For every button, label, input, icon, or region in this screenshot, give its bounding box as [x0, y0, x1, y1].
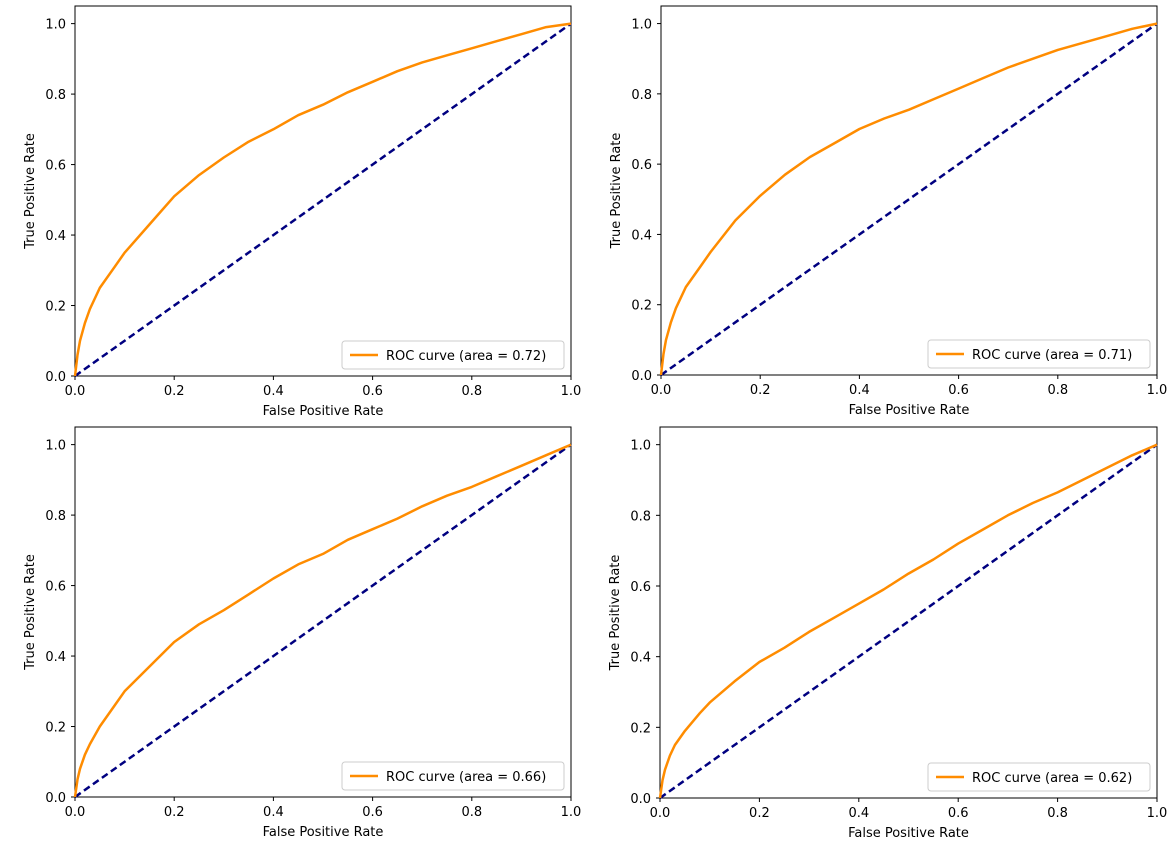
y-tick-label: 0.8 — [45, 509, 66, 524]
legend: ROC curve (area = 0.72) — [341, 340, 565, 370]
legend-box — [341, 340, 565, 370]
legend-box — [341, 761, 565, 791]
y-tick-label: 0.0 — [45, 791, 66, 806]
y-axis-label: True Positive Rate — [23, 133, 38, 250]
y-tick-label: 1.0 — [45, 439, 66, 454]
y-tick-label: 0.4 — [45, 229, 66, 244]
legend-label: ROC curve (area = 0.66) — [386, 770, 546, 785]
y-tick-label: 0.6 — [631, 158, 652, 173]
chance-line — [74, 22, 572, 378]
x-axis-label: False Positive Rate — [263, 404, 384, 419]
x-tick-label: 0.8 — [1047, 806, 1068, 821]
y-tick-label: 1.0 — [630, 439, 651, 454]
y-tick-label: 0.0 — [630, 792, 651, 807]
x-tick-label: 1.0 — [561, 384, 582, 399]
legend: ROC curve (area = 0.66) — [341, 761, 565, 791]
y-tick-label: 0.8 — [630, 509, 651, 524]
legend-box — [927, 339, 1151, 369]
x-tick-label: 0.8 — [461, 384, 482, 399]
y-tick-label: 0.2 — [45, 721, 66, 736]
legend: ROC curve (area = 0.71) — [927, 339, 1151, 369]
x-tick-label: 1.0 — [1147, 806, 1168, 821]
x-tick-label: 0.0 — [650, 806, 671, 821]
chance-line — [660, 22, 1158, 377]
x-tick-label: 0.0 — [65, 805, 86, 820]
x-tick-label: 0.2 — [750, 383, 771, 398]
legend-label: ROC curve (area = 0.62) — [972, 771, 1132, 786]
y-tick-label: 0.0 — [45, 370, 66, 385]
x-tick-label: 1.0 — [561, 805, 582, 820]
axes-frame — [74, 426, 572, 798]
roc-curve-line — [658, 443, 1158, 799]
legend-label: ROC curve (area = 0.71) — [972, 348, 1132, 363]
legend: ROC curve (area = 0.62) — [927, 762, 1151, 792]
y-tick-label: 0.0 — [631, 369, 652, 384]
roc-curve-line — [659, 22, 1158, 376]
x-tick-label: 0.8 — [461, 805, 482, 820]
x-tick-label: 0.6 — [948, 806, 969, 821]
y-tick-label: 0.2 — [45, 300, 66, 315]
y-tick-label: 0.4 — [45, 650, 66, 665]
legend-label: ROC curve (area = 0.72) — [386, 349, 546, 364]
x-tick-label: 0.2 — [749, 806, 770, 821]
chance-line — [74, 443, 572, 799]
y-tick-label: 0.2 — [631, 299, 652, 314]
y-tick-label: 0.8 — [631, 88, 652, 103]
y-tick-label: 0.4 — [631, 228, 652, 243]
roc-panel-3: 0.0 0.2 0.4 0.6 0.8 1.0 0.0 0.2 0.4 0.6 0.8 1.0 Fals… — [23, 426, 582, 840]
x-tick-label: 0.0 — [65, 384, 86, 399]
y-tick-label: 0.6 — [630, 580, 651, 595]
x-tick-label: 0.2 — [164, 384, 185, 399]
y-tick-label: 0.4 — [630, 651, 651, 666]
x-tick-label: 0.0 — [651, 383, 672, 398]
legend-box — [927, 762, 1151, 792]
x-tick-label: 0.2 — [164, 805, 185, 820]
axes-frame — [74, 5, 572, 377]
x-tick-label: 0.8 — [1047, 383, 1068, 398]
roc-curve-line — [73, 443, 572, 798]
y-tick-label: 1.0 — [631, 18, 652, 33]
axes-frame — [659, 426, 1158, 799]
x-tick-label: 0.4 — [263, 805, 284, 820]
x-tick-label: 1.0 — [1147, 383, 1168, 398]
y-tick-label: 0.8 — [45, 88, 66, 103]
x-tick-label: 0.4 — [849, 383, 870, 398]
x-axis-label: False Positive Rate — [263, 825, 384, 840]
chance-line — [659, 443, 1158, 800]
x-axis-label: False Positive Rate — [849, 403, 970, 418]
y-axis-label: True Positive Rate — [609, 133, 624, 250]
roc-panel-4: 0.0 0.2 0.4 0.6 0.8 1.0 0.0 0.2 0.4 0.6 0.8 1.0 Fals… — [608, 426, 1168, 841]
y-tick-label: 0.2 — [630, 721, 651, 736]
x-tick-label: 0.4 — [263, 384, 284, 399]
roc-curve-line — [73, 22, 572, 377]
y-tick-label: 1.0 — [45, 18, 66, 33]
y-axis-label: True Positive Rate — [608, 555, 623, 672]
y-tick-label: 0.6 — [45, 159, 66, 174]
roc-panel-1: 0.0 0.2 0.4 0.6 0.8 1.0 0.0 0.2 0.4 0.6 0.8 1.0 Fals… — [23, 5, 582, 419]
roc-panel-2: 0.0 0.2 0.4 0.6 0.8 1.0 0.0 0.2 0.4 0.6 0.8 1.0 Fals… — [609, 5, 1168, 418]
x-tick-label: 0.6 — [362, 805, 383, 820]
axes-frame — [660, 5, 1158, 376]
y-axis-label: True Positive Rate — [23, 554, 38, 671]
y-tick-label: 0.6 — [45, 580, 66, 595]
x-tick-label: 0.6 — [948, 383, 969, 398]
x-tick-label: 0.4 — [848, 806, 869, 821]
x-tick-label: 0.6 — [362, 384, 383, 399]
x-axis-label: False Positive Rate — [848, 826, 969, 841]
